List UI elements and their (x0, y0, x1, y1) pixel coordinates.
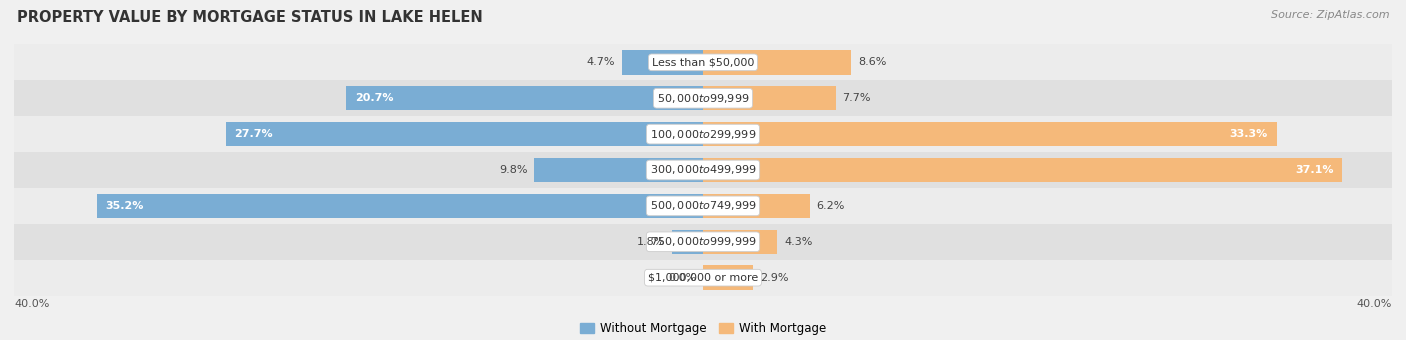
Text: 6.2%: 6.2% (817, 201, 845, 211)
Bar (14, 188, 1392, 224)
Text: PROPERTY VALUE BY MORTGAGE STATUS IN LAKE HELEN: PROPERTY VALUE BY MORTGAGE STATUS IN LAK… (17, 10, 482, 25)
Text: 40.0%: 40.0% (1357, 299, 1392, 309)
Text: 8.6%: 8.6% (858, 57, 886, 67)
Text: $50,000 to $99,999: $50,000 to $99,999 (657, 92, 749, 105)
Text: 4.3%: 4.3% (785, 237, 813, 247)
Bar (621, 50, 703, 74)
Bar (14, 45, 1392, 80)
Text: 35.2%: 35.2% (105, 201, 143, 211)
Text: Source: ZipAtlas.com: Source: ZipAtlas.com (1271, 10, 1389, 20)
Bar (14, 260, 1392, 295)
Bar (703, 50, 851, 74)
Bar (226, 122, 703, 146)
Bar (14, 116, 1392, 152)
Text: $500,000 to $749,999: $500,000 to $749,999 (650, 199, 756, 212)
Text: Less than $50,000: Less than $50,000 (652, 57, 754, 67)
Text: 37.1%: 37.1% (1295, 165, 1333, 175)
Text: 27.7%: 27.7% (235, 129, 273, 139)
Text: 20.7%: 20.7% (356, 93, 394, 103)
Bar (703, 230, 778, 254)
Bar (97, 194, 703, 218)
Bar (14, 152, 1392, 188)
Text: $750,000 to $999,999: $750,000 to $999,999 (650, 235, 756, 248)
Text: 33.3%: 33.3% (1230, 129, 1268, 139)
Legend: Without Mortgage, With Mortgage: Without Mortgage, With Mortgage (575, 317, 831, 340)
Text: 0.0%: 0.0% (668, 273, 696, 283)
Bar (14, 224, 1392, 260)
Bar (703, 266, 754, 290)
Bar (672, 230, 703, 254)
Text: 40.0%: 40.0% (14, 299, 49, 309)
Bar (703, 194, 810, 218)
Text: 4.7%: 4.7% (586, 57, 616, 67)
Bar (703, 158, 1341, 182)
Bar (14, 80, 1392, 116)
Bar (346, 86, 703, 110)
Text: 2.9%: 2.9% (759, 273, 789, 283)
Text: $300,000 to $499,999: $300,000 to $499,999 (650, 164, 756, 176)
Text: 9.8%: 9.8% (499, 165, 527, 175)
Text: $1,000,000 or more: $1,000,000 or more (648, 273, 758, 283)
Text: 1.8%: 1.8% (637, 237, 665, 247)
Bar (703, 86, 835, 110)
Text: $100,000 to $299,999: $100,000 to $299,999 (650, 128, 756, 141)
Bar (703, 122, 1277, 146)
Text: 7.7%: 7.7% (842, 93, 870, 103)
Bar (534, 158, 703, 182)
